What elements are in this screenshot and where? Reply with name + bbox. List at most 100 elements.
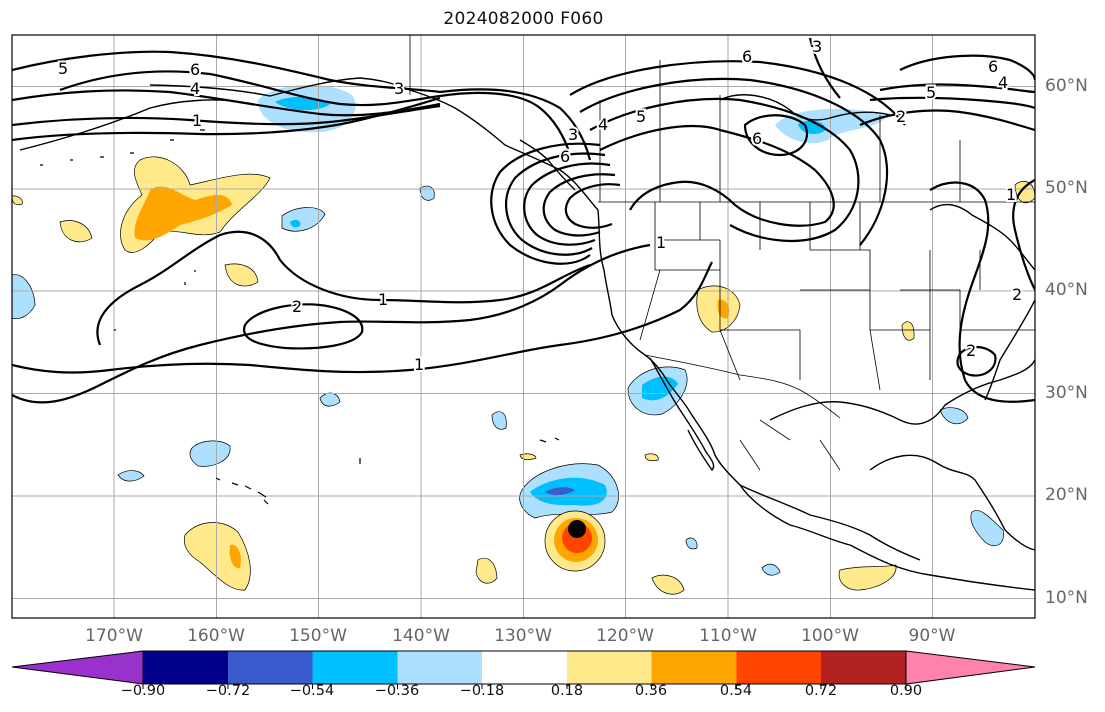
- colorbar-label: 0.18: [550, 683, 584, 699]
- contour-label: 3: [568, 125, 578, 144]
- colorbar-label: 0.54: [719, 683, 753, 699]
- contour-label: 4: [598, 115, 608, 134]
- baja-california: [649, 357, 715, 472]
- lon-tick-label: 110°W: [699, 626, 757, 646]
- lat-tick-label: 20°N: [1045, 485, 1088, 505]
- west-coast-usa: [597, 209, 921, 561]
- alaska-coast: [149, 77, 599, 211]
- shade-south-orange-1: [229, 544, 241, 569]
- shade-misc-yellow-7: [644, 453, 659, 462]
- colorbar-segment: [651, 651, 737, 684]
- contour-ne-2: [859, 109, 1035, 132]
- colorbar-high-extension: [905, 650, 1036, 685]
- shade-south-yellow-4: [838, 564, 897, 591]
- contour-ridge-6: [599, 124, 835, 227]
- colorbar-segment: [228, 651, 313, 684]
- revillagigedo-islands: [539, 437, 560, 443]
- lat-tick-label: 30°N: [1045, 383, 1088, 403]
- contour-label: 4: [998, 73, 1008, 92]
- contour-pacific-outer: [96, 230, 591, 346]
- shade-east-pacific-purple: [545, 487, 575, 496]
- shade-small-blue-1-core: [290, 219, 301, 228]
- contour-jet-2: [439, 88, 592, 161]
- contour-ridge-5: [589, 97, 860, 242]
- great-lakes: [929, 203, 1035, 271]
- canada-province-lines: [599, 60, 961, 202]
- shade-small-yellow-1: [59, 220, 93, 243]
- islands: [40, 129, 560, 505]
- colorbar-segment: [312, 651, 398, 684]
- contour-label: 1: [378, 290, 388, 309]
- contour-ridge-4: [579, 77, 889, 246]
- contour-trough-5: [564, 183, 621, 229]
- contour-label: 5: [926, 83, 936, 102]
- shade-small-blue-2: [419, 185, 435, 201]
- lat-tick-label: 50°N: [1045, 178, 1088, 198]
- political-borders: [409, 35, 1035, 471]
- colorbar-segment: [821, 651, 906, 684]
- east-coast-usa: [984, 299, 1035, 401]
- pacific-dots: [114, 270, 361, 464]
- shade-misc-blue-5: [685, 537, 698, 550]
- contour-east-2-circle: [956, 346, 997, 377]
- contour-label: 6: [560, 147, 570, 166]
- contour-label: 6: [988, 57, 998, 76]
- colorbar-segment: [143, 651, 228, 684]
- colorbar-label: −0.90: [120, 683, 166, 699]
- us-mexico-border: [644, 354, 841, 419]
- lat-tick-label: 10°N: [1045, 588, 1088, 608]
- coastlines: [19, 77, 1035, 591]
- colorbar-frame: [142, 650, 907, 685]
- contour-label: 1: [1006, 185, 1016, 204]
- contour-label: 2: [1012, 285, 1022, 304]
- lat-tick-label: 40°N: [1045, 280, 1088, 300]
- contour-ridge-3: [569, 60, 906, 126]
- shade-central-pacific-orange: [134, 186, 232, 241]
- contour-ne-3: [808, 37, 841, 99]
- lon-tick-label: 100°W: [801, 626, 859, 646]
- lon-tick-label: 130°W: [494, 626, 552, 646]
- lat-tick-label: 60°N: [1045, 76, 1088, 96]
- contour-label: 5: [636, 107, 646, 126]
- contour-label: 3: [394, 79, 404, 98]
- contour-label: 5: [58, 59, 68, 78]
- contour-label: 1: [656, 233, 666, 252]
- contour-ne-6: [899, 54, 1035, 81]
- mexico-west-coast: [739, 484, 1035, 591]
- contour-2-oval: [242, 303, 364, 350]
- colorbar-label: −0.36: [374, 683, 420, 699]
- shade-west-edge-yellow: [12, 195, 23, 206]
- contour-trough-2: [505, 152, 606, 256]
- contour-label: 6: [742, 47, 752, 66]
- lon-tick-label: 120°W: [596, 626, 654, 646]
- contour-lines: [12, 37, 1035, 404]
- contour-label: 4: [190, 79, 200, 98]
- colorbar-segment: [397, 651, 482, 684]
- shade-misc-blue-2: [491, 411, 507, 430]
- colorbar-label: 0.72: [804, 683, 838, 699]
- contour-ne-4: [869, 96, 1035, 110]
- contour-trough-1: [490, 142, 601, 265]
- shaded-anomaly-layer: [12, 84, 1035, 595]
- shade-small-yellow-2: [224, 263, 259, 287]
- contour-east-1b: [1012, 179, 1035, 291]
- lon-tick-label: 160°W: [187, 626, 245, 646]
- mexico-state-lines: [739, 419, 841, 471]
- contour-label: 6: [752, 129, 762, 148]
- contour-ne-5: [879, 83, 1035, 94]
- contour-6-north-pacific: [59, 70, 441, 107]
- contour-label: 2: [896, 107, 906, 126]
- colorbar-low-extension: [11, 650, 144, 685]
- hawaii-islands: [215, 477, 269, 505]
- colorbar-label: −0.18: [459, 683, 505, 699]
- contour-pacific-1: [12, 243, 651, 404]
- yucatan-central-america: [869, 454, 1035, 551]
- shade-misc-yellow-6: [901, 321, 915, 341]
- contour-label: 1: [414, 355, 424, 374]
- aleutian-chain: [19, 99, 241, 151]
- colorbar-label: 0.90: [889, 683, 923, 699]
- shade-south-yellow-3: [651, 574, 685, 595]
- contour-trough-4: [542, 173, 616, 237]
- shade-south-yellow-2: [475, 557, 498, 584]
